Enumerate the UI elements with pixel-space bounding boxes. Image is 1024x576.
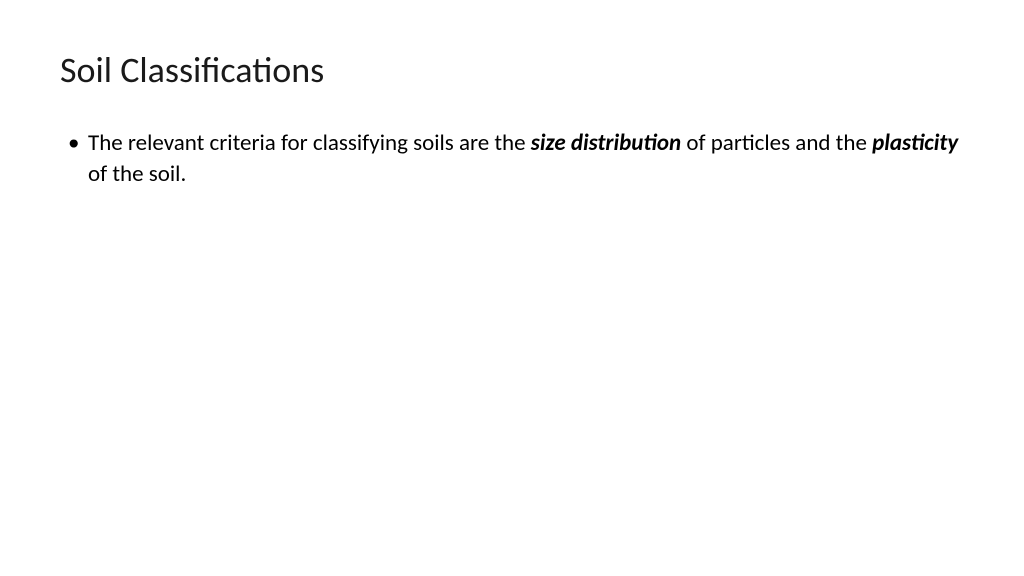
bullet-text-part-0: The relevant criteria for classifying so… bbox=[88, 129, 531, 157]
bullet-text-part-4: of the soil. bbox=[88, 160, 186, 188]
bullet-text-part-3: plasticity bbox=[872, 129, 958, 157]
slide-title: Soil Classifications bbox=[60, 48, 964, 92]
bullet-text-part-2: of particles and the bbox=[681, 129, 872, 157]
bullet-list: The relevant criteria for classifying so… bbox=[60, 128, 964, 190]
bullet-text-part-1: size distribution bbox=[531, 129, 681, 157]
bullet-item: The relevant criteria for classifying so… bbox=[68, 128, 964, 190]
